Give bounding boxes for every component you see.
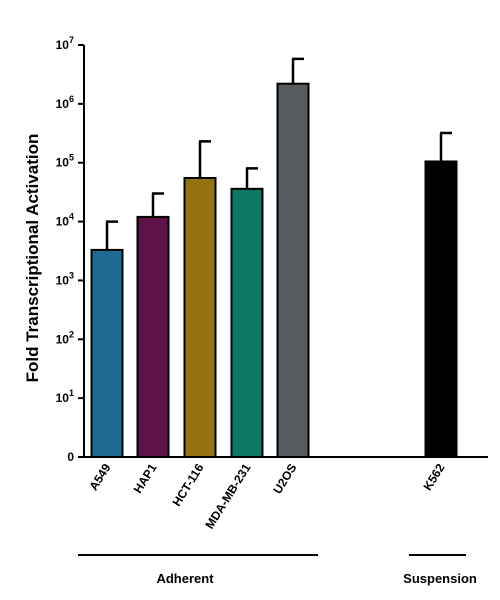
category-groups: Adherent Suspension bbox=[78, 554, 477, 586]
y-tick-label: 107 bbox=[56, 35, 74, 52]
error-bar-hct-116 bbox=[198, 140, 211, 178]
error-bars bbox=[105, 57, 452, 250]
x-tick-label: K562 bbox=[420, 461, 447, 493]
y-tick-label: 0 bbox=[67, 450, 74, 464]
group-label-suspension: Suspension bbox=[403, 571, 477, 586]
group-label-adherent: Adherent bbox=[156, 571, 214, 586]
y-tick-label: 106 bbox=[56, 94, 74, 111]
error-bar-k562 bbox=[439, 131, 452, 162]
x-tick-label: HAP1 bbox=[131, 461, 160, 496]
error-bar-a549 bbox=[105, 220, 118, 250]
y-tick-label: 104 bbox=[56, 212, 74, 229]
bar-a549 bbox=[90, 248, 124, 458]
error-bar-mda-mb-231 bbox=[245, 167, 258, 189]
x-tick-label: HCT-116 bbox=[170, 461, 207, 509]
x-tick-label: A549 bbox=[86, 461, 113, 493]
y-axis-label: Fold Transcriptional Activation bbox=[23, 134, 42, 383]
error-bar-u2os bbox=[291, 57, 304, 84]
bar-hct-116 bbox=[183, 176, 217, 458]
bar-k562 bbox=[424, 160, 458, 459]
y-tick-label: 103 bbox=[56, 270, 74, 287]
y-tick-label: 102 bbox=[56, 329, 74, 346]
x-tick-label: MDA-MB-231 bbox=[202, 461, 253, 531]
bars bbox=[90, 82, 458, 459]
y-ticks: 0 101 102 103 104 105 106 107 bbox=[56, 35, 84, 464]
y-tick-label: 105 bbox=[56, 153, 74, 170]
y-tick-label: 101 bbox=[56, 388, 74, 405]
y-axis-label-group: Fold Transcriptional Activation bbox=[23, 134, 42, 383]
bar-hap1 bbox=[136, 215, 170, 458]
x-tick-label: U2OS bbox=[270, 461, 299, 496]
bar-u2os bbox=[276, 82, 310, 458]
error-bar-hap1 bbox=[151, 192, 164, 217]
bar-mda-mb-231 bbox=[230, 187, 264, 459]
